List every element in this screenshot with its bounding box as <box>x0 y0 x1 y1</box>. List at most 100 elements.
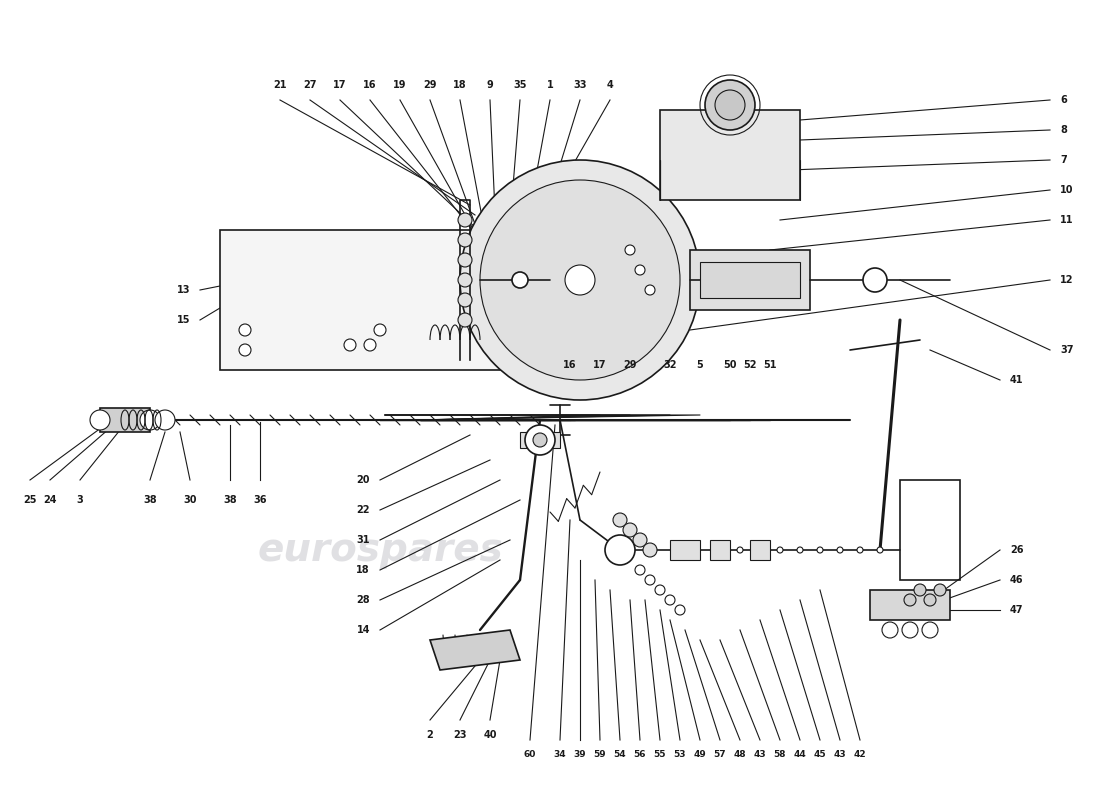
Text: 59: 59 <box>594 750 606 759</box>
Circle shape <box>654 585 666 595</box>
Circle shape <box>458 233 472 247</box>
Text: 17: 17 <box>593 360 607 370</box>
Text: 56: 56 <box>634 750 647 759</box>
Bar <box>220 230 500 370</box>
Text: 55: 55 <box>653 750 667 759</box>
Text: 9: 9 <box>486 80 494 90</box>
Circle shape <box>644 543 657 557</box>
Text: 51: 51 <box>763 360 777 370</box>
Circle shape <box>857 547 864 553</box>
Text: 29: 29 <box>424 80 437 90</box>
Bar <box>900 480 960 580</box>
Bar <box>670 540 700 560</box>
Circle shape <box>777 547 783 553</box>
Circle shape <box>458 253 472 267</box>
Circle shape <box>623 523 637 537</box>
Circle shape <box>705 80 755 130</box>
Text: 11: 11 <box>1060 215 1074 225</box>
Bar <box>870 590 950 620</box>
Text: 4: 4 <box>606 80 614 90</box>
Text: 15: 15 <box>176 315 190 325</box>
Circle shape <box>877 547 883 553</box>
Text: 24: 24 <box>43 495 57 505</box>
Bar <box>700 262 800 298</box>
Text: 14: 14 <box>356 625 370 635</box>
Circle shape <box>458 213 472 227</box>
Polygon shape <box>430 630 520 670</box>
Text: 31: 31 <box>356 535 370 545</box>
Circle shape <box>364 339 376 351</box>
Text: 43: 43 <box>754 750 767 759</box>
Circle shape <box>458 293 472 307</box>
Text: 57: 57 <box>714 750 726 759</box>
Circle shape <box>934 584 946 596</box>
Circle shape <box>90 410 110 430</box>
Circle shape <box>924 594 936 606</box>
Text: 10: 10 <box>1060 185 1074 195</box>
Circle shape <box>460 160 700 400</box>
Text: 16: 16 <box>563 360 576 370</box>
Circle shape <box>914 584 926 596</box>
Text: 18: 18 <box>356 565 370 575</box>
Text: 2: 2 <box>427 730 433 740</box>
Text: 3: 3 <box>77 495 84 505</box>
Circle shape <box>458 313 472 327</box>
Text: 60: 60 <box>524 750 536 759</box>
Circle shape <box>565 265 595 295</box>
Bar <box>520 432 560 448</box>
Bar <box>690 250 810 310</box>
Circle shape <box>902 622 918 638</box>
Text: 35: 35 <box>514 80 527 90</box>
Circle shape <box>534 433 547 447</box>
Text: 23: 23 <box>453 730 466 740</box>
Circle shape <box>675 605 685 615</box>
Text: eurospares: eurospares <box>257 261 503 299</box>
Circle shape <box>882 622 898 638</box>
Text: 6: 6 <box>1060 95 1067 105</box>
Circle shape <box>480 180 680 380</box>
Text: 43: 43 <box>834 750 846 759</box>
Text: 50: 50 <box>724 360 737 370</box>
Text: 38: 38 <box>223 495 236 505</box>
Circle shape <box>922 622 938 638</box>
Circle shape <box>635 265 645 275</box>
Circle shape <box>613 513 627 527</box>
Bar <box>710 540 730 560</box>
Text: 18: 18 <box>453 80 466 90</box>
Circle shape <box>512 272 528 288</box>
Text: 30: 30 <box>184 495 197 505</box>
Bar <box>750 540 770 560</box>
Circle shape <box>239 344 251 356</box>
Text: 13: 13 <box>176 285 190 295</box>
Text: 58: 58 <box>773 750 786 759</box>
Text: 40: 40 <box>483 730 497 740</box>
Circle shape <box>817 547 823 553</box>
Circle shape <box>632 533 647 547</box>
Text: 28: 28 <box>356 595 370 605</box>
Text: 21: 21 <box>273 80 287 90</box>
Circle shape <box>635 565 645 575</box>
Text: 36: 36 <box>253 495 266 505</box>
Circle shape <box>625 245 635 255</box>
Text: 49: 49 <box>694 750 706 759</box>
Text: 44: 44 <box>793 750 806 759</box>
Circle shape <box>904 594 916 606</box>
Circle shape <box>757 547 763 553</box>
Text: 12: 12 <box>1060 275 1074 285</box>
Circle shape <box>155 410 175 430</box>
Text: 29: 29 <box>624 360 637 370</box>
Text: 38: 38 <box>143 495 157 505</box>
Text: 16: 16 <box>363 80 376 90</box>
Text: 1: 1 <box>547 80 553 90</box>
Text: 7: 7 <box>1060 155 1067 165</box>
Text: 27: 27 <box>304 80 317 90</box>
Text: 52: 52 <box>744 360 757 370</box>
Text: 45: 45 <box>814 750 826 759</box>
Text: 54: 54 <box>614 750 626 759</box>
Text: 39: 39 <box>574 750 586 759</box>
Text: 22: 22 <box>356 505 370 515</box>
Text: 53: 53 <box>673 750 686 759</box>
Text: 42: 42 <box>854 750 867 759</box>
Bar <box>100 408 150 432</box>
Text: 33: 33 <box>573 80 586 90</box>
